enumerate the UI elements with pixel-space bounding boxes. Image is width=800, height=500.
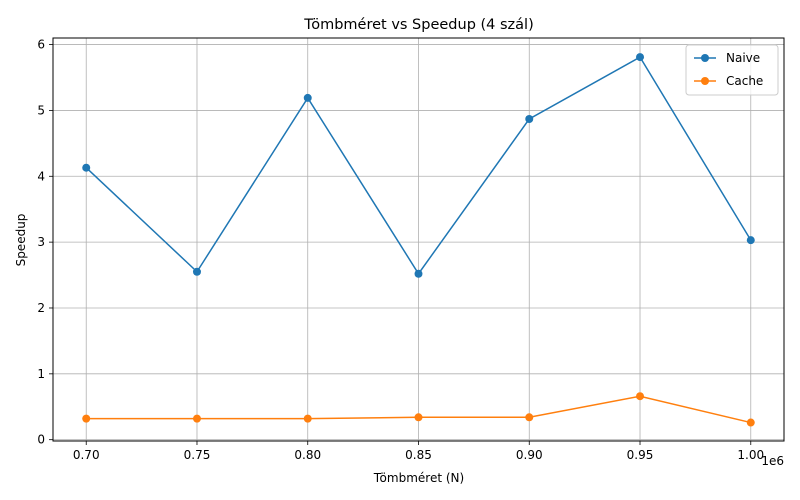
x-tick-label: 0.75 [184,448,211,462]
data-point-cache [636,392,645,401]
data-point-naive [636,53,645,62]
data-point-cache [414,413,423,422]
y-tick-label: 2 [37,301,45,315]
legend-label-naive: Naive [726,51,760,65]
x-tick-label: 1.00 [737,448,764,462]
chart-title: Tömbméret vs Speedup (4 szál) [303,17,534,33]
legend-marker-naive [701,54,709,62]
y-tick-label: 6 [37,38,45,52]
data-point-naive [414,269,423,278]
y-tick-label: 4 [37,169,45,183]
x-axis-label: Tömbméret (N) [373,471,464,485]
legend-marker-cache [701,77,709,85]
y-tick-label: 3 [37,235,45,249]
x-tick-label: 0.85 [405,448,432,462]
x-tick-label: 0.90 [516,448,543,462]
data-point-cache [746,418,755,427]
data-point-naive [525,114,534,123]
y-tick-label: 0 [37,433,45,447]
data-point-cache [525,413,534,422]
y-axis-label: Speedup [14,214,28,267]
data-point-cache [303,414,312,423]
x-tick-label: 0.95 [627,448,654,462]
y-tick-label: 5 [37,103,45,117]
data-point-naive [303,93,312,102]
data-point-naive [746,236,755,245]
x-axis: 0.70 0.75 0.80 0.85 0.90 0.95 1.00 [73,441,764,462]
y-axis: 0 1 2 3 4 5 6 [37,38,53,447]
x-offset-label: 1e6 [761,454,784,468]
data-point-naive [192,267,201,276]
series-layer [82,53,755,427]
data-point-cache [192,414,201,423]
data-point-cache [82,414,91,423]
grid [53,38,784,441]
y-tick-label: 1 [37,367,45,381]
x-tick-label: 0.80 [294,448,321,462]
legend: Naive Cache [685,44,779,96]
legend-label-cache: Cache [726,74,763,88]
x-tick-label: 0.70 [73,448,100,462]
data-point-naive [82,163,91,172]
